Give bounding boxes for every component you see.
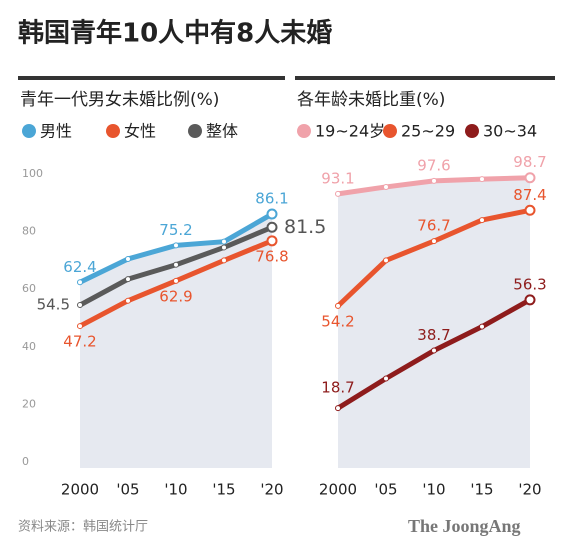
point xyxy=(524,204,536,216)
y-tick-label: 20 xyxy=(22,397,36,410)
y-tick-label: 80 xyxy=(22,225,36,238)
point xyxy=(431,347,437,354)
data-label: 47.2 xyxy=(63,333,96,351)
point xyxy=(77,302,83,309)
data-label: 98.7 xyxy=(513,153,546,171)
legend-label: 19~24岁 xyxy=(315,122,385,141)
data-label: 62.4 xyxy=(63,258,96,276)
chart-title: 各年龄未婚比重(%) xyxy=(297,90,445,110)
point xyxy=(524,172,536,184)
data-label: 38.7 xyxy=(417,326,450,344)
data-label: 86.1 xyxy=(255,190,288,208)
point xyxy=(335,302,341,309)
point xyxy=(266,221,278,233)
point xyxy=(125,297,131,304)
data-label: 87.4 xyxy=(513,186,546,204)
y-tick-label: 60 xyxy=(22,282,36,295)
x-tick-label: '15 xyxy=(470,481,493,499)
x-tick-label: '20 xyxy=(518,481,541,499)
chart-title: 青年一代男女未婚比例(%) xyxy=(20,90,219,110)
point xyxy=(479,176,485,183)
legend-label: 男性 xyxy=(40,122,72,141)
point xyxy=(479,217,485,224)
point xyxy=(77,323,83,330)
legend-label: 25~29 xyxy=(401,122,455,141)
legend-label: 整体 xyxy=(206,122,238,141)
data-label: 56.3 xyxy=(513,275,546,293)
legend-swatch xyxy=(383,124,397,138)
point xyxy=(173,261,179,268)
x-tick-label: '20 xyxy=(260,481,283,499)
point xyxy=(335,190,341,197)
x-tick-label: 2000 xyxy=(61,481,99,499)
data-label: 18.7 xyxy=(321,379,354,397)
x-tick-label: '05 xyxy=(116,481,139,499)
data-label: 54.2 xyxy=(321,312,354,330)
data-label: 97.6 xyxy=(417,156,450,174)
point xyxy=(221,244,227,251)
x-tick-label: '10 xyxy=(422,481,445,499)
x-tick-label: '10 xyxy=(164,481,187,499)
data-label: 75.2 xyxy=(159,221,192,239)
point xyxy=(266,208,278,220)
legend-swatch xyxy=(465,124,479,138)
logo: The JoongAng xyxy=(408,516,521,536)
page-title: 韩国青年10人中有8人未婚 xyxy=(18,18,332,49)
header-rule xyxy=(295,76,555,80)
point xyxy=(383,257,389,264)
area xyxy=(338,177,530,468)
point xyxy=(173,277,179,284)
point xyxy=(524,294,536,306)
legend-label: 30~34 xyxy=(483,122,537,141)
point xyxy=(125,255,131,262)
data-label: 76.8 xyxy=(255,247,288,265)
source: 资料来源：韩国统计厅 xyxy=(18,520,148,535)
y-tick-label: 40 xyxy=(22,340,36,353)
header-rule xyxy=(18,76,285,80)
point xyxy=(431,238,437,245)
x-tick-label: '15 xyxy=(212,481,235,499)
data-label: 62.9 xyxy=(159,287,192,305)
data-label: 93.1 xyxy=(321,169,354,187)
legend-swatch xyxy=(188,124,202,138)
point xyxy=(77,279,83,286)
y-tick-label: 100 xyxy=(22,167,43,180)
point xyxy=(173,242,179,249)
point xyxy=(479,323,485,330)
point xyxy=(266,235,278,247)
legend-swatch xyxy=(106,124,120,138)
point xyxy=(221,257,227,264)
legend-swatch xyxy=(297,124,311,138)
data-label: 54.5 xyxy=(37,296,70,314)
x-tick-label: '05 xyxy=(374,481,397,499)
legend-label: 女性 xyxy=(124,122,156,141)
point xyxy=(125,276,131,283)
point xyxy=(383,183,389,190)
data-label: 81.5 xyxy=(284,216,326,238)
legend-swatch xyxy=(22,124,36,138)
point xyxy=(335,405,341,412)
y-tick-label: 0 xyxy=(22,455,29,468)
point xyxy=(383,375,389,382)
x-tick-label: 2000 xyxy=(319,481,357,499)
point xyxy=(431,177,437,184)
point xyxy=(221,238,227,245)
data-label: 76.7 xyxy=(417,217,450,235)
